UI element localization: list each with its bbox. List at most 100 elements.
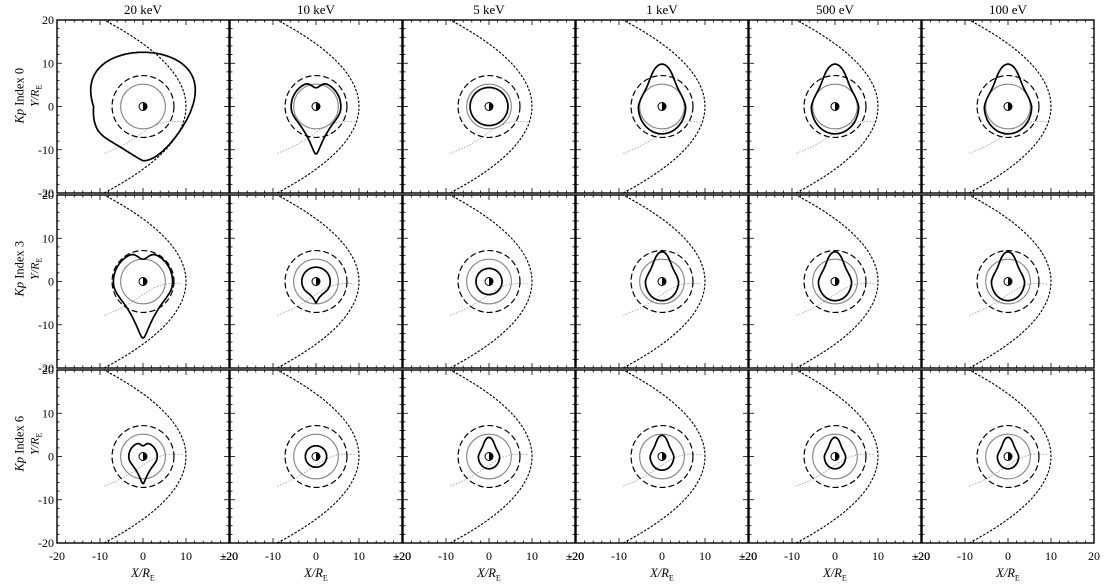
panel-r2-c3 xyxy=(575,369,749,544)
plasmapause-outer xyxy=(457,424,521,489)
x-tick-label: 10 xyxy=(180,549,192,563)
y-tick-label: -20 xyxy=(38,361,54,375)
earth-night-side xyxy=(143,102,147,111)
row-label-kp6: Kp Index 6 Y/RE xyxy=(12,359,43,529)
plasmapause-inner xyxy=(812,83,858,130)
trajectory-curve xyxy=(304,444,328,469)
plasmapause-inner xyxy=(466,83,512,130)
column-title-1kev: 1 keV xyxy=(646,2,678,17)
x-tick-label: 0 xyxy=(486,549,492,563)
drift-trace xyxy=(969,121,1047,154)
drift-trace xyxy=(277,283,355,316)
column-title-20kev: 20 keV xyxy=(124,2,162,17)
panel-r2-c5 xyxy=(921,369,1095,544)
trajectory-curve xyxy=(290,83,342,155)
drift-trace xyxy=(623,453,701,487)
trajectory-curve xyxy=(649,434,675,472)
plasmapause-outer xyxy=(111,424,175,489)
trajectory-curve xyxy=(817,250,853,302)
trajectory-curve xyxy=(300,266,332,304)
y-tick-label: 20 xyxy=(42,188,54,202)
plasmapause-inner xyxy=(293,433,339,480)
y-tick-label: -20 xyxy=(38,536,54,550)
plasmapause-inner xyxy=(466,258,512,305)
x-tick-label: -10 xyxy=(265,549,281,563)
plasmapause-outer xyxy=(803,249,867,314)
plasmapause-outer xyxy=(630,74,694,139)
panel-r0-c3 xyxy=(575,19,749,194)
y-axis-label: Y/RE xyxy=(27,257,44,280)
panel-r2-c2 xyxy=(402,369,576,544)
plasmapause-inner xyxy=(293,83,339,130)
x-tick-label: 10 xyxy=(699,549,711,563)
earth-night-side xyxy=(489,452,493,461)
panel-r0-c5 xyxy=(921,19,1095,194)
x-tick-label: -20 xyxy=(222,549,238,563)
drift-trace xyxy=(104,121,182,154)
earth-night-side xyxy=(1008,277,1012,286)
panel-r2-c4 xyxy=(748,369,922,544)
plasmapause-outer xyxy=(976,424,1040,489)
magnetopause-boundary xyxy=(795,19,879,194)
x-tick-label: -20 xyxy=(568,549,584,563)
plasmapause-inner xyxy=(293,258,339,305)
row-label-kp3: Kp Index 3 Y/RE xyxy=(12,184,43,354)
x-axis-label-col3: X/RE xyxy=(477,566,501,583)
x-tick-label: -10 xyxy=(92,549,108,563)
earth-night-side xyxy=(489,277,493,286)
magnetopause-boundary xyxy=(622,194,706,369)
row-label-kp0: Kp Index 0 Y/RE xyxy=(12,11,43,181)
y-tick-label: 10 xyxy=(42,231,54,245)
earth-night-side xyxy=(835,452,839,461)
panel-r0-c4 xyxy=(748,19,922,194)
x-tick-label: -10 xyxy=(438,549,454,563)
y-tick-label: 0 xyxy=(48,450,54,464)
plasmapause-inner xyxy=(639,258,685,305)
drift-trace xyxy=(450,453,528,487)
magnetopause-boundary xyxy=(449,19,533,194)
magnetopause-boundary xyxy=(276,369,360,544)
magnetopause-boundary xyxy=(622,369,706,544)
x-tick-label: -10 xyxy=(611,549,627,563)
drift-trace xyxy=(450,121,528,154)
y-tick-label: -20 xyxy=(38,186,54,200)
plasmapause-inner xyxy=(120,433,166,480)
x-tick-label: 10 xyxy=(353,549,365,563)
earth-night-side xyxy=(143,452,147,461)
drift-trace xyxy=(104,453,182,487)
kp-index-text: Index 0 xyxy=(12,67,27,106)
x-tick-label: -20 xyxy=(741,549,757,563)
y-tick-label: 20 xyxy=(42,363,54,377)
x-tick-label: 0 xyxy=(1005,549,1011,563)
x-tick-label: 10 xyxy=(1045,549,1057,563)
trajectory-curve xyxy=(469,86,509,127)
earth-night-side xyxy=(662,277,666,286)
drift-trace xyxy=(104,283,182,316)
drift-trace xyxy=(623,121,701,154)
plasmapause-inner xyxy=(985,258,1031,305)
x-tick-label: ±20 xyxy=(566,549,585,563)
plasmapause-outer xyxy=(284,74,348,139)
plasmapause-outer xyxy=(111,74,175,139)
plasmapause-outer xyxy=(976,74,1040,139)
trajectory-curve xyxy=(810,63,860,135)
y-axis-label: Y/RE xyxy=(27,432,44,455)
trajectory-curve xyxy=(477,436,501,470)
y-tick-label: 0 xyxy=(48,100,54,114)
earth-night-side xyxy=(316,102,320,111)
magnetopause-boundary xyxy=(968,194,1052,369)
plasmapause-inner xyxy=(466,433,512,480)
kp-prefix: Kp xyxy=(12,281,27,297)
magnetopause-boundary xyxy=(103,194,187,369)
magnetopause-boundary xyxy=(622,19,706,194)
x-axis-label-col5: X/RE xyxy=(823,566,847,583)
panel-r1-c2 xyxy=(402,194,576,369)
trajectory-curve xyxy=(89,51,197,162)
kp-index-text: Index 3 xyxy=(12,240,27,279)
panel-r0-c2 xyxy=(402,19,576,194)
panel-r1-c1 xyxy=(229,194,403,369)
plasmapause-inner xyxy=(120,83,166,130)
y-tick-label: 10 xyxy=(42,56,54,70)
plasmapause-outer xyxy=(111,249,175,314)
